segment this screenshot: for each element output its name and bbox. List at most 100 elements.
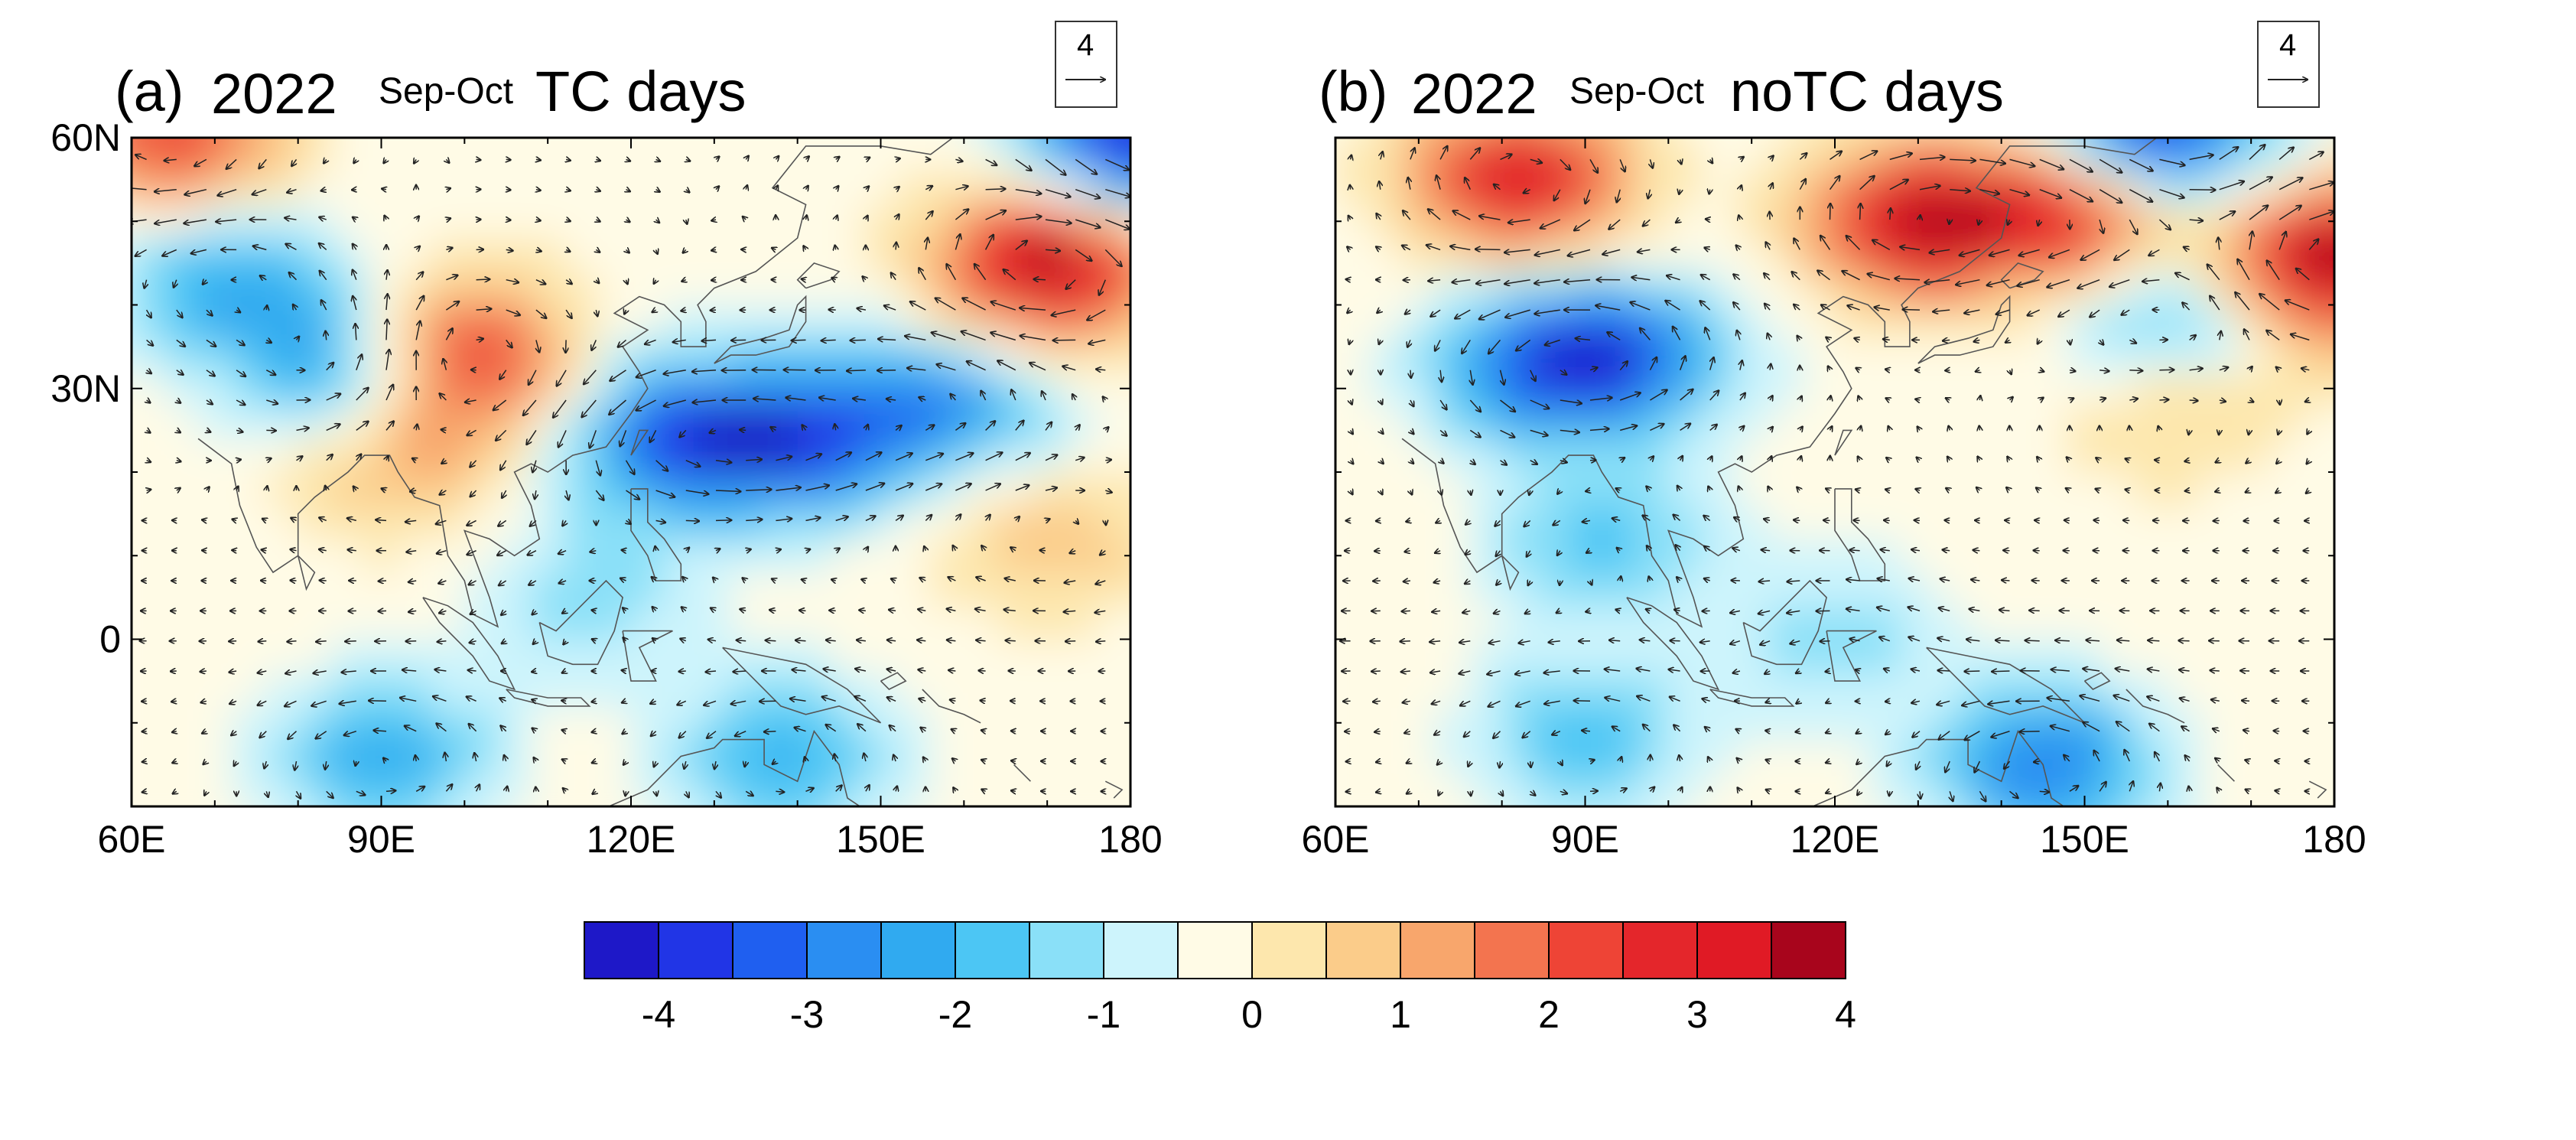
wind-vector: [1005, 578, 1016, 581]
wind-vector: [1469, 148, 1480, 160]
wind-vector: [1465, 178, 1471, 191]
wind-vector: [502, 641, 506, 643]
wind-vector: [1410, 148, 1415, 160]
wind-vector: [679, 429, 687, 437]
wind-vector: [1430, 671, 1441, 673]
wind-vector: [446, 248, 452, 250]
wind-vector: [326, 363, 334, 371]
wind-vector: [1479, 216, 1501, 220]
wind-vector: [985, 210, 1007, 220]
wind-vector: [326, 790, 333, 798]
colorbar-swatch-2: [732, 921, 808, 979]
wind-vector: [826, 725, 837, 732]
wind-vector: [1884, 520, 1890, 521]
wind-vector: [1103, 396, 1106, 400]
wind-vector: [1770, 212, 1771, 220]
wind-vector: [533, 641, 536, 644]
wind-vector: [339, 701, 356, 704]
wind-vector: [559, 581, 567, 583]
wind-vector: [1860, 204, 1861, 220]
wind-vector: [2159, 399, 2168, 400]
wind-vector: [202, 731, 207, 734]
wind-vector: [951, 729, 956, 731]
lon-tick-label-90E: 90E: [347, 818, 415, 861]
wind-vector: [1407, 761, 1410, 764]
wind-vector: [626, 190, 630, 192]
wind-vector: [1351, 430, 1353, 434]
wind-vector: [1518, 641, 1530, 643]
wind-vector: [1764, 304, 1771, 311]
wind-vector: [896, 214, 899, 220]
wind-vector: [1589, 159, 1598, 173]
wind-vector: [529, 581, 537, 585]
wind-vector: [686, 790, 689, 797]
wind-vector: [596, 159, 600, 161]
wind-vector: [405, 520, 417, 522]
wind-vector: [217, 188, 237, 196]
wind-vector: [1770, 456, 1771, 461]
wind-vector: [207, 487, 210, 490]
wind-vector: [622, 731, 626, 734]
wind-vector: [297, 337, 300, 340]
wind-vector: [866, 785, 870, 792]
panel-a-label: (a): [115, 60, 184, 123]
wind-vector: [467, 429, 476, 435]
wind-vector: [962, 298, 986, 311]
wind-vector: [1439, 429, 1447, 435]
wind-vector: [1708, 487, 1709, 491]
wind-vector: [1560, 461, 1567, 463]
wind-vector: [1011, 389, 1016, 401]
wind-vector: [1376, 246, 1381, 249]
wind-vector: [1704, 578, 1710, 581]
wind-vector: [986, 515, 990, 521]
wind-vector: [609, 399, 626, 415]
wind-vector: [1590, 581, 1592, 585]
wind-vector: [1979, 396, 1980, 400]
wind-vector: [596, 220, 600, 222]
wind-vector: [470, 460, 477, 467]
wind-vector: [1462, 340, 1471, 353]
wind-vector: [1979, 425, 1980, 430]
wind-vector: [1495, 520, 1500, 526]
wind-vector: [326, 454, 333, 461]
wind-vector: [1494, 611, 1501, 614]
wind-vector: [1800, 456, 1801, 461]
wind-vector: [919, 578, 926, 581]
wind-vector: [802, 425, 806, 430]
wind-vector: [835, 452, 851, 461]
wind-vector: [1830, 426, 1833, 430]
panel-a-anomaly-field: [132, 138, 1130, 806]
wind-vector: [476, 784, 480, 792]
wind-vector: [737, 640, 746, 641]
wind-vector: [266, 430, 276, 431]
wind-vector: [895, 516, 903, 522]
wind-vector: [1465, 581, 1470, 584]
panel-a-season: Sep-Oct: [379, 71, 513, 112]
wind-vector: [863, 276, 866, 280]
wind-vector: [356, 791, 366, 795]
wind-vector: [2244, 520, 2250, 521]
wind-vector: [626, 159, 631, 161]
wind-vector: [656, 791, 657, 796]
wind-vector: [1643, 725, 1651, 732]
wind-vector: [896, 158, 900, 159]
wind-vector: [293, 305, 297, 310]
wind-vector: [857, 308, 867, 310]
wind-vector: [1540, 219, 1561, 228]
wind-vector: [981, 391, 987, 401]
wind-vector: [834, 754, 836, 762]
wind-vector: [563, 788, 566, 791]
wind-vector: [806, 156, 809, 159]
wind-vector: [1799, 153, 1807, 160]
wind-vector: [785, 398, 806, 400]
wind-vector: [834, 424, 835, 431]
wind-vector: [383, 758, 386, 762]
wind-vector: [746, 185, 747, 190]
wind-vector: [1608, 219, 1621, 230]
wind-vector: [415, 296, 424, 311]
wind-vector: [948, 577, 956, 581]
wind-vector: [592, 731, 597, 732]
wind-vector: [369, 701, 387, 702]
wind-vector: [1701, 275, 1711, 281]
wind-vector: [135, 249, 147, 256]
